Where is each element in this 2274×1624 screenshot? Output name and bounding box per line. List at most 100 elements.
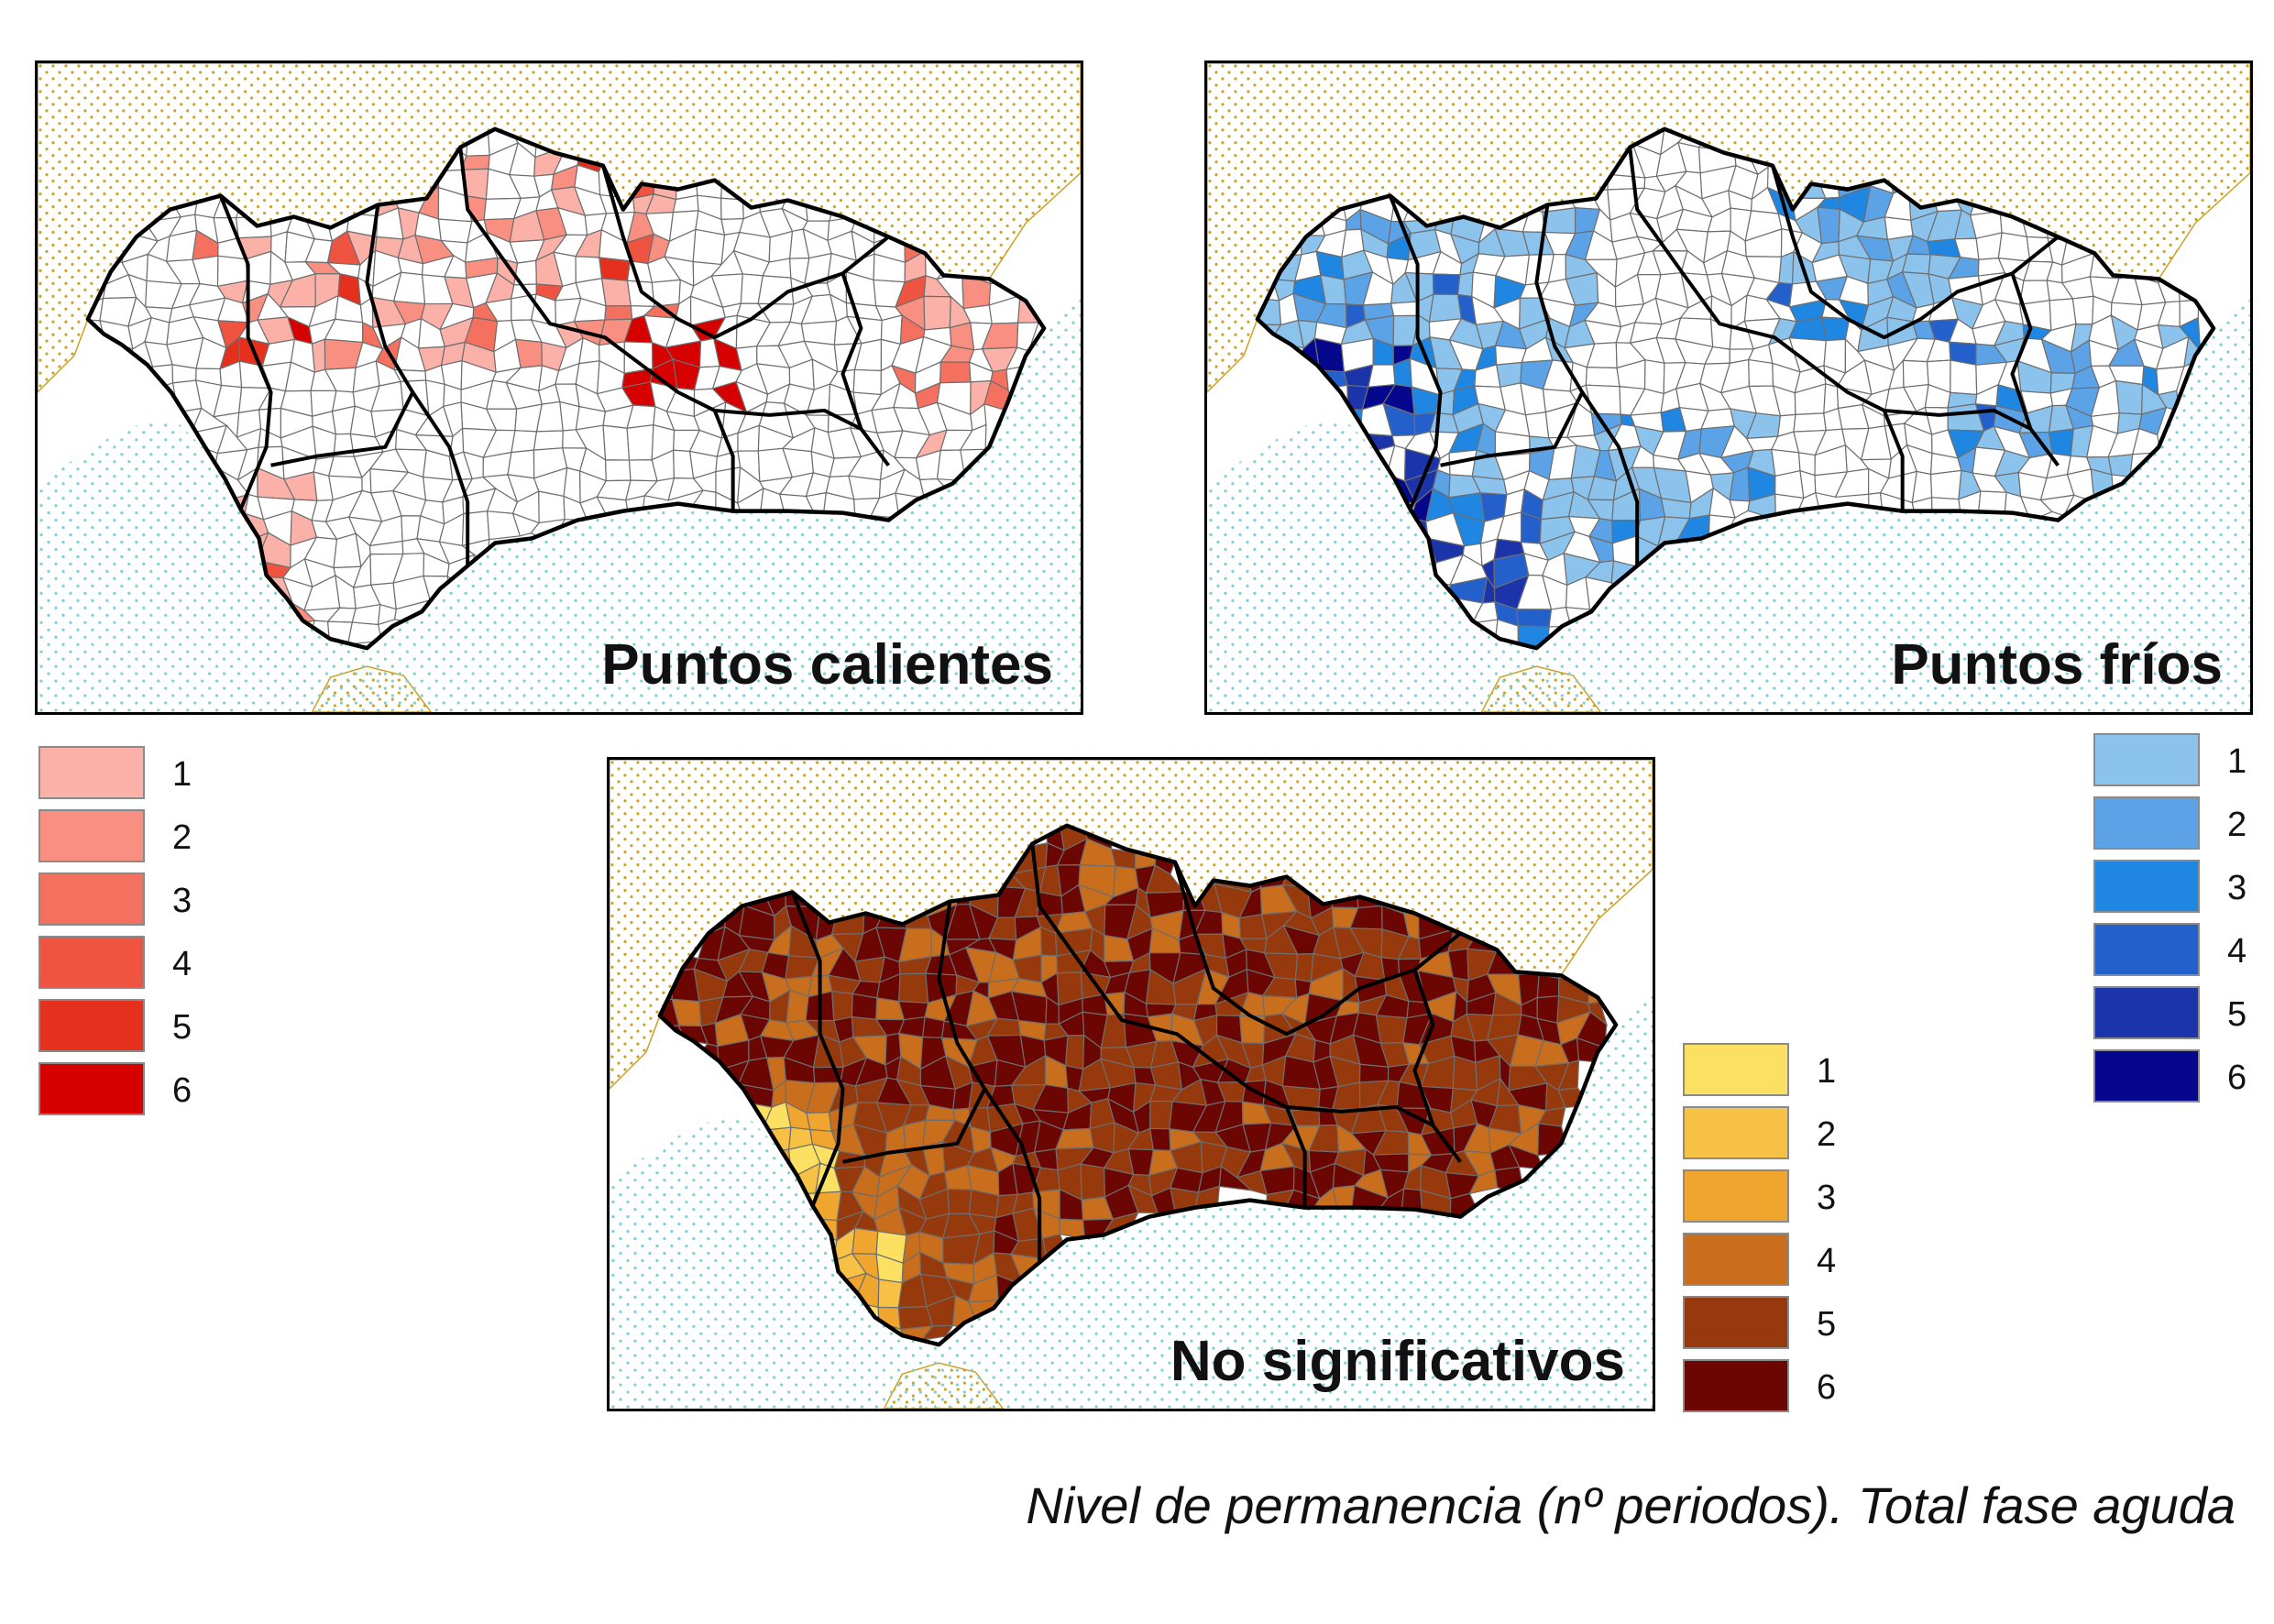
legend-swatch [38, 872, 145, 926]
municipality [2107, 454, 2134, 477]
municipality [1375, 1015, 1408, 1044]
municipality [599, 257, 632, 281]
municipality [923, 295, 951, 331]
province-border [2010, 272, 2033, 430]
legend-swatch [1683, 1169, 1789, 1223]
legend-swatch [38, 999, 145, 1052]
municipality [848, 475, 882, 500]
legend-label: 1 [1817, 1052, 1837, 1091]
municipality [1607, 173, 1646, 191]
region-outline [1255, 126, 2216, 651]
province-border [1284, 1106, 1307, 1208]
municipality [460, 154, 490, 171]
legend-label: 2 [1817, 1115, 1837, 1154]
map-puntos-frios: Puntos fríos [1204, 60, 2253, 715]
province-border [1770, 165, 2060, 340]
municipality [511, 430, 538, 454]
legend-ns: 1 2 3 4 5 6 [1683, 1043, 1921, 1428]
municipality [1456, 271, 1474, 298]
municipality [1929, 469, 1962, 500]
municipality [507, 449, 535, 479]
map-title-hot: Puntos calientes [601, 633, 1053, 697]
sea-area [610, 990, 1653, 1409]
municipality [921, 1015, 945, 1039]
legend-swatch [2093, 923, 2200, 976]
municipality [626, 423, 654, 461]
municipality [852, 368, 883, 396]
legend-label: 5 [172, 1008, 192, 1047]
map-title-cold: Puntos fríos [1891, 633, 2223, 697]
municipality [1817, 206, 1841, 245]
sea-area [38, 293, 1081, 712]
municipality [1390, 301, 1420, 317]
legend-label: 3 [1817, 1179, 1837, 1217]
municipality [1778, 251, 1795, 285]
legend-swatch [1683, 1233, 1789, 1286]
legend-label: 6 [2227, 1059, 2247, 1097]
province-border [1580, 390, 1640, 566]
legend-hot: 1 2 3 4 5 6 [38, 746, 277, 1131]
legend-hot-item: 3 [38, 872, 277, 927]
legend-ns-item: 3 [1683, 1169, 1921, 1224]
municipality [946, 1188, 972, 1215]
legend-cold-item: 4 [2093, 923, 2274, 978]
province-border [790, 891, 845, 1207]
municipality [1536, 973, 1560, 999]
legend-hot-item: 1 [38, 746, 277, 801]
legend-hot-item: 2 [38, 809, 277, 864]
legend-swatch [1683, 1106, 1789, 1159]
municipality [533, 430, 564, 451]
legend-label: 3 [172, 882, 192, 920]
sea-area [1207, 293, 2250, 712]
municipality [1516, 609, 1553, 628]
legend-swatch [2093, 733, 2200, 786]
legend-label: 4 [172, 945, 192, 983]
municipality [602, 424, 631, 461]
province-border [1212, 1059, 1462, 1163]
province-border [1882, 410, 1905, 511]
legend-label: 4 [1817, 1242, 1837, 1280]
legend-swatch [38, 1062, 145, 1115]
municipality [514, 338, 544, 369]
province-border [983, 1087, 1042, 1263]
municipality [831, 990, 853, 1022]
legend-label: 2 [2227, 806, 2247, 844]
municipality [1793, 412, 1827, 433]
legend-ns-item: 2 [1683, 1106, 1921, 1161]
municipality [1997, 232, 2031, 262]
municipality [1585, 367, 1620, 388]
legend-hot-item: 6 [38, 1062, 277, 1117]
municipality [1643, 359, 1665, 395]
legend-cold-item: 5 [2093, 986, 2274, 1041]
legend-swatch [38, 936, 145, 989]
municipalities [659, 825, 1617, 1345]
municipality [311, 338, 326, 373]
region-outline [657, 823, 1619, 1347]
legend-swatch [1683, 1359, 1789, 1412]
legend-swatch [2093, 860, 2200, 913]
legend-cold-item: 3 [2093, 860, 2274, 915]
province-border [458, 147, 643, 367]
legend-label: 6 [1817, 1368, 1837, 1407]
municipality [785, 989, 809, 1024]
municipality [1064, 1035, 1085, 1070]
legend-label: 5 [2227, 995, 2247, 1034]
municipality [2048, 428, 2074, 457]
municipality [1428, 293, 1463, 324]
municipality [538, 490, 566, 524]
province-border [712, 410, 735, 511]
map-title-ns: No significativos [1170, 1330, 1625, 1393]
municipality [1368, 364, 1396, 389]
municipality [2071, 295, 2094, 325]
municipality [1902, 359, 1929, 389]
municipality [1294, 953, 1314, 983]
municipality [1821, 316, 1851, 342]
legend-ns-item: 5 [1683, 1296, 1921, 1351]
legend-label: 1 [172, 755, 192, 794]
municipality [604, 305, 633, 321]
municipality [1901, 253, 1931, 275]
map-cold-canvas [1207, 63, 2250, 712]
legend-label: 6 [172, 1071, 192, 1110]
legend-label: 2 [172, 818, 192, 857]
legend-ns-item: 1 [1683, 1043, 1921, 1098]
